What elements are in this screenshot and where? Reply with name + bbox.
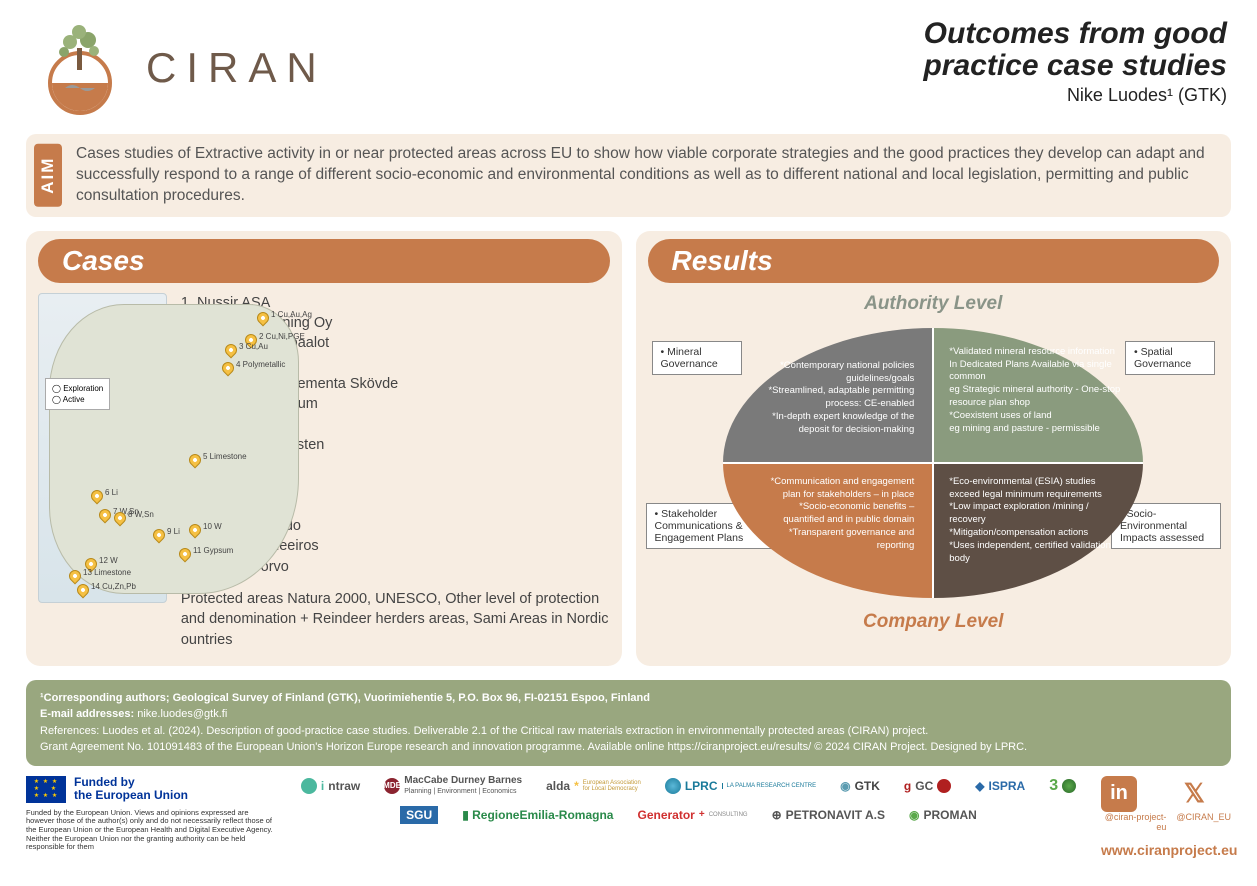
aim-box: AIM Cases studies of Extractive activity…: [26, 134, 1231, 217]
author: Nike Luodes¹ (GTK): [923, 85, 1227, 106]
map-pin-label: 13 Limestone: [83, 568, 131, 577]
partner-sgu: SGU: [400, 806, 438, 824]
eu-funded-text: Funded bythe European Union: [74, 776, 188, 802]
partner-ispra: ◆ISPRA: [975, 779, 1025, 793]
map-legend: ◯ Exploration ◯ Active: [45, 378, 110, 410]
main-panels: Cases ◯ Exploration ◯ Active 1 Cu,Au,Ag2…: [0, 231, 1257, 666]
linkedin-icon[interactable]: in: [1101, 776, 1137, 812]
x-handle: @CIRAN_EU: [1176, 812, 1231, 822]
partner-ggc: gGC: [904, 779, 951, 793]
aim-tag: AIM: [34, 144, 62, 207]
title-line2: practice case studies: [923, 50, 1227, 82]
level-top: Authority Level: [648, 293, 1220, 315]
project-url[interactable]: www.ciranproject.eu: [1101, 842, 1231, 858]
results-diagram: Authority Level • Mineral Governance • S…: [648, 293, 1220, 633]
partner-mdb: MDBMacCabe Durney BarnesPlanning | Envir…: [384, 776, 522, 796]
partner-intraw: intraw: [301, 778, 360, 794]
quad-top-right: *Validated mineral resource informationI…: [935, 336, 1135, 446]
references-box: ¹Corresponding authors; Geological Surve…: [26, 680, 1231, 766]
results-heading: Results: [648, 239, 1220, 283]
map-pin-label: 14 Cu,Zn,Pb: [91, 582, 136, 591]
linkedin-handle: @ciran-project-eu: [1101, 812, 1166, 832]
eu-disclaimer: Funded by the European Union. Views and …: [26, 809, 276, 852]
europe-map: ◯ Exploration ◯ Active 1 Cu,Au,Ag2 Cu,Ni…: [38, 293, 167, 603]
map-pin-label: 4 Polymetallic: [236, 360, 285, 369]
cases-heading: Cases: [38, 239, 610, 283]
x-icon[interactable]: 𝕏: [1176, 776, 1212, 812]
map-pin-label: 11 Gypsum: [193, 546, 233, 555]
ref-email: E-mail addresses: E-mail addresses: nike…: [40, 706, 1217, 723]
quad-bottom-right: *Eco-environmental (ESIA) studies exceed…: [935, 466, 1130, 576]
aim-text: Cases studies of Extractive activity in …: [76, 144, 1213, 207]
partner-proman: ◉ PROMAN: [909, 808, 977, 822]
map-pin-label: 9 Li: [167, 527, 180, 536]
map-pin-label: 5 Limestone: [203, 452, 247, 461]
quad-bottom-left: *Communication and engagement plan for s…: [753, 466, 928, 563]
brand-name: CIRAN: [146, 44, 327, 92]
title-block: Outcomes from good practice case studies…: [923, 18, 1227, 106]
map-pin-label: 12 W: [99, 556, 118, 565]
ref-grant: Grant Agreement No. 101091483 of the Eur…: [40, 739, 1217, 756]
cases-panel: Cases ◯ Exploration ◯ Active 1 Cu,Au,Ag2…: [26, 231, 622, 666]
partner-alda: alda* European Associationfor Local Demo…: [546, 779, 641, 793]
quad-top-left: *Contemporary national policies guidelin…: [743, 350, 928, 447]
eu-funding-block: ★ ★ ★★ ★★ ★ ★ Funded bythe European Unio…: [26, 776, 276, 852]
level-bottom: Company Level: [648, 611, 1220, 633]
results-ellipse: *Contemporary national policies guidelin…: [723, 328, 1143, 598]
title-line1: Outcomes from good: [923, 18, 1227, 50]
partner-30: 3: [1049, 777, 1076, 795]
ciran-logo-icon: [30, 18, 130, 118]
header: CIRAN Outcomes from good practice case s…: [0, 0, 1257, 128]
map-pin-label: 8 W,Sn: [128, 510, 154, 519]
ref-references: References: Luodes et al. (2024). Descri…: [40, 723, 1217, 740]
map-pin-label: 1 Cu,Au,Ag: [271, 310, 312, 319]
partner-logos: intraw MDBMacCabe Durney BarnesPlanning …: [294, 776, 1083, 824]
partner-gtk: ◉GTK: [840, 779, 880, 793]
partner-regione: ▮ RegioneEmilia-Romagna: [462, 808, 613, 822]
logo-block: CIRAN: [30, 18, 327, 118]
partner-lprc: LPRCLA PALMA RESEARCH CENTRE: [665, 778, 816, 794]
cases-note: Protected areas Natura 2000, UNESCO, Oth…: [181, 589, 610, 650]
map-pin-label: 6 Li: [105, 488, 118, 497]
map-pin-label: 2 Cu,Ni,PGE: [259, 332, 305, 341]
social-block: in @ciran-project-eu 𝕏 @CIRAN_EU www.cir…: [1101, 776, 1231, 858]
map-pin-label: 3 Cu,Au: [239, 342, 268, 351]
eu-flag-icon: ★ ★ ★★ ★★ ★ ★: [26, 776, 66, 803]
ref-corresponding: ¹Corresponding authors; Geological Surve…: [40, 692, 650, 704]
partner-generator: Generator+CONSULTING: [637, 808, 747, 822]
partner-petronavit: ⊕ PETRONAVIT A.S: [772, 808, 885, 822]
footer: ★ ★ ★★ ★★ ★ ★ Funded bythe European Unio…: [0, 776, 1257, 868]
map-pin-label: 10 W: [203, 522, 222, 531]
results-panel: Results Authority Level • Mineral Govern…: [636, 231, 1232, 666]
